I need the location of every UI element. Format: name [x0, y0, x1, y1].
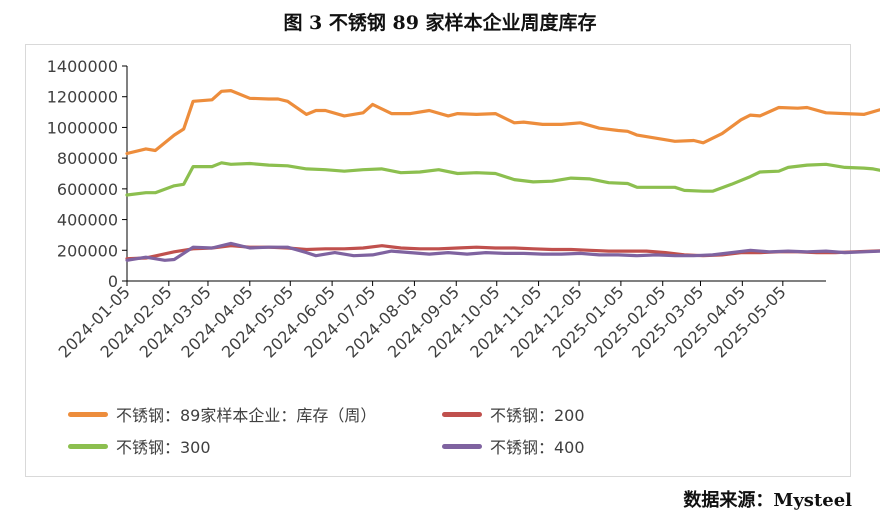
y-tick-label: 200000: [57, 241, 118, 260]
y-tick-label: 800000: [57, 149, 118, 168]
legend-swatch: [68, 411, 108, 417]
y-tick-label: 1400000: [47, 57, 118, 76]
series-lines: [125, 89, 880, 262]
legend-label: 不锈钢：89家样本企业：库存（周）: [116, 406, 377, 425]
x-axis: 2024-01-052024-02-052024-03-052024-04-05…: [55, 280, 826, 362]
legend-label: 不锈钢：200: [490, 406, 585, 425]
y-tick-label: 600000: [57, 180, 118, 199]
y-tick-label: 1000000: [47, 118, 118, 137]
y-axis: 0 200000 400000 600000 800000 1000000 1200000 1…: [47, 57, 128, 291]
legend-item: 不锈钢：89家样本企业：库存（周）: [68, 403, 376, 425]
chart-frame: [25, 44, 851, 477]
legend-item: 不锈钢：300: [68, 435, 211, 457]
y-tick-label: 400000: [57, 211, 118, 230]
data-source: 数据来源：Mysteel: [683, 490, 852, 511]
series-line-3: [125, 241, 880, 262]
series-line-0: [125, 89, 880, 156]
legend-label: 不锈钢：300: [116, 438, 211, 457]
y-tick-label: 1200000: [47, 88, 118, 107]
chart-title: 图 3 不锈钢 89 家样本企业周度库存: [283, 12, 597, 34]
legend-swatch: [442, 443, 482, 449]
y-tick-label: 0: [108, 272, 118, 291]
legend-label: 不锈钢：400: [490, 438, 585, 457]
legend-swatch: [442, 411, 482, 417]
legend-item: 不锈钢：200: [442, 403, 585, 425]
legend-item: 不锈钢：400: [442, 435, 585, 457]
series-line-2: [125, 161, 880, 197]
legend-swatch: [68, 443, 108, 449]
